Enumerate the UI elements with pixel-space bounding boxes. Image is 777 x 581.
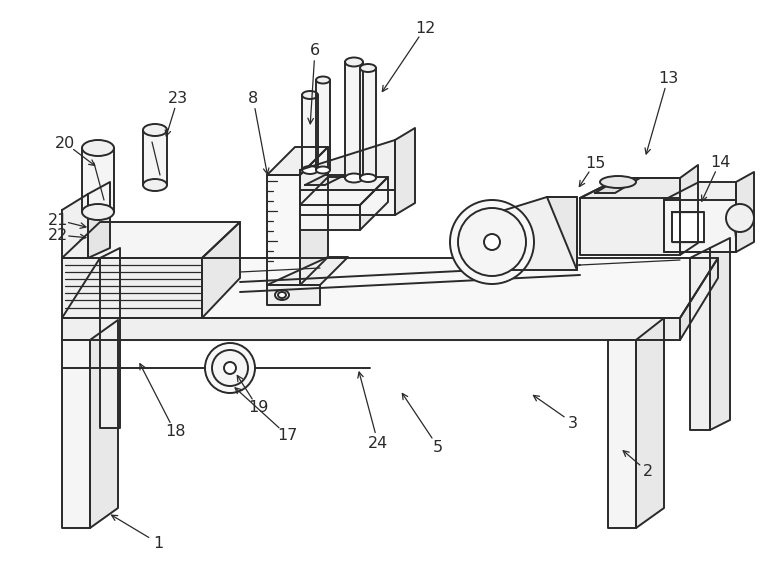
- Polygon shape: [360, 68, 376, 178]
- Polygon shape: [300, 190, 395, 215]
- Polygon shape: [360, 177, 388, 230]
- Text: 13: 13: [658, 70, 678, 85]
- Polygon shape: [90, 320, 118, 528]
- Text: 19: 19: [248, 400, 268, 415]
- Text: 12: 12: [415, 20, 435, 35]
- Ellipse shape: [143, 179, 167, 191]
- Ellipse shape: [316, 77, 330, 84]
- Polygon shape: [267, 285, 320, 305]
- Text: 15: 15: [585, 156, 605, 170]
- Text: 3: 3: [568, 415, 578, 431]
- Text: 23: 23: [168, 91, 188, 106]
- Polygon shape: [636, 318, 664, 528]
- Ellipse shape: [726, 204, 754, 232]
- Polygon shape: [267, 175, 300, 285]
- Polygon shape: [300, 140, 395, 190]
- Polygon shape: [62, 258, 202, 318]
- Ellipse shape: [143, 124, 167, 136]
- Polygon shape: [300, 205, 360, 230]
- Ellipse shape: [360, 64, 376, 72]
- Text: 2: 2: [643, 464, 653, 479]
- Polygon shape: [595, 178, 640, 193]
- Ellipse shape: [224, 362, 236, 374]
- Polygon shape: [580, 178, 680, 198]
- Ellipse shape: [450, 200, 534, 284]
- Polygon shape: [690, 248, 710, 430]
- Polygon shape: [62, 318, 680, 340]
- Polygon shape: [88, 182, 110, 258]
- Polygon shape: [395, 128, 415, 215]
- Text: 5: 5: [433, 439, 443, 454]
- Text: 14: 14: [710, 155, 730, 170]
- Polygon shape: [664, 182, 736, 252]
- Ellipse shape: [275, 290, 289, 300]
- Ellipse shape: [600, 176, 636, 188]
- Polygon shape: [302, 95, 318, 170]
- Ellipse shape: [458, 208, 526, 276]
- Text: 20: 20: [55, 135, 75, 150]
- Ellipse shape: [316, 167, 330, 174]
- Polygon shape: [300, 177, 388, 205]
- Polygon shape: [202, 222, 240, 318]
- Polygon shape: [82, 148, 114, 212]
- Ellipse shape: [484, 234, 500, 250]
- Ellipse shape: [278, 292, 286, 298]
- Text: 18: 18: [165, 425, 185, 439]
- Ellipse shape: [212, 350, 248, 386]
- Ellipse shape: [302, 166, 318, 174]
- Text: 1: 1: [153, 536, 163, 551]
- Ellipse shape: [82, 204, 114, 220]
- Polygon shape: [300, 147, 328, 285]
- Text: 6: 6: [310, 42, 320, 58]
- Polygon shape: [672, 212, 704, 242]
- Polygon shape: [62, 340, 90, 528]
- Polygon shape: [735, 205, 736, 238]
- Ellipse shape: [360, 174, 376, 182]
- Ellipse shape: [302, 91, 318, 99]
- Polygon shape: [680, 165, 698, 255]
- Polygon shape: [267, 257, 348, 285]
- Polygon shape: [345, 62, 363, 178]
- Polygon shape: [736, 172, 754, 252]
- Ellipse shape: [205, 343, 255, 393]
- Ellipse shape: [345, 174, 363, 182]
- Polygon shape: [62, 222, 240, 258]
- Polygon shape: [316, 80, 330, 170]
- Text: 17: 17: [277, 428, 297, 443]
- Polygon shape: [664, 200, 736, 252]
- Polygon shape: [547, 197, 577, 270]
- Polygon shape: [580, 178, 680, 255]
- Polygon shape: [305, 175, 345, 185]
- Polygon shape: [492, 197, 577, 270]
- Polygon shape: [608, 340, 636, 528]
- Text: 21: 21: [48, 213, 68, 228]
- Text: 22: 22: [48, 228, 68, 242]
- Text: 8: 8: [248, 91, 258, 106]
- Polygon shape: [143, 130, 167, 185]
- Polygon shape: [680, 258, 718, 340]
- Polygon shape: [267, 147, 328, 175]
- Polygon shape: [710, 238, 730, 430]
- Ellipse shape: [82, 140, 114, 156]
- Polygon shape: [100, 248, 120, 428]
- Polygon shape: [62, 258, 718, 318]
- Text: 24: 24: [368, 436, 388, 450]
- Polygon shape: [62, 194, 88, 258]
- Ellipse shape: [345, 58, 363, 66]
